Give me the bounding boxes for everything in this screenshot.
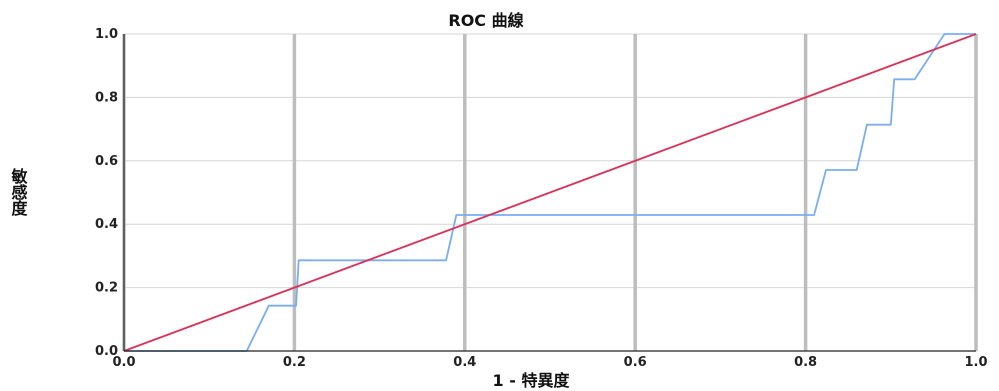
y-axis-title: 敏感度 [9, 167, 29, 217]
series-group [123, 33, 977, 352]
x-tick-label-1: 0.2 [283, 355, 306, 370]
series-line-1 [123, 33, 977, 352]
axes [123, 34, 976, 352]
x-tick-label-5: 1.0 [964, 355, 987, 370]
series-line-0 [124, 33, 976, 352]
x-tick-label-2: 0.4 [453, 355, 476, 370]
x-axis-title: 1 - 特異度 [493, 371, 571, 390]
y-tick-label-1: 0.2 [95, 281, 118, 296]
y-tick-label-3: 0.6 [95, 154, 118, 169]
x-tick-label-3: 0.6 [624, 355, 647, 370]
y-tick-label-4: 0.8 [95, 90, 118, 105]
chart-title: ROC 曲線 [448, 11, 523, 30]
y-tick-labels: 0.0 0.2 0.4 0.6 0.8 1.0 [95, 27, 118, 359]
y-tick-label-5: 1.0 [95, 27, 118, 42]
x-tick-label-0: 0.0 [112, 355, 135, 370]
x-tick-label-4: 0.8 [794, 355, 817, 370]
x-tick-labels: 0.0 0.2 0.4 0.6 0.8 1.0 [112, 355, 987, 370]
y-tick-label-0: 0.0 [95, 344, 118, 359]
y-tick-label-2: 0.4 [95, 217, 118, 232]
